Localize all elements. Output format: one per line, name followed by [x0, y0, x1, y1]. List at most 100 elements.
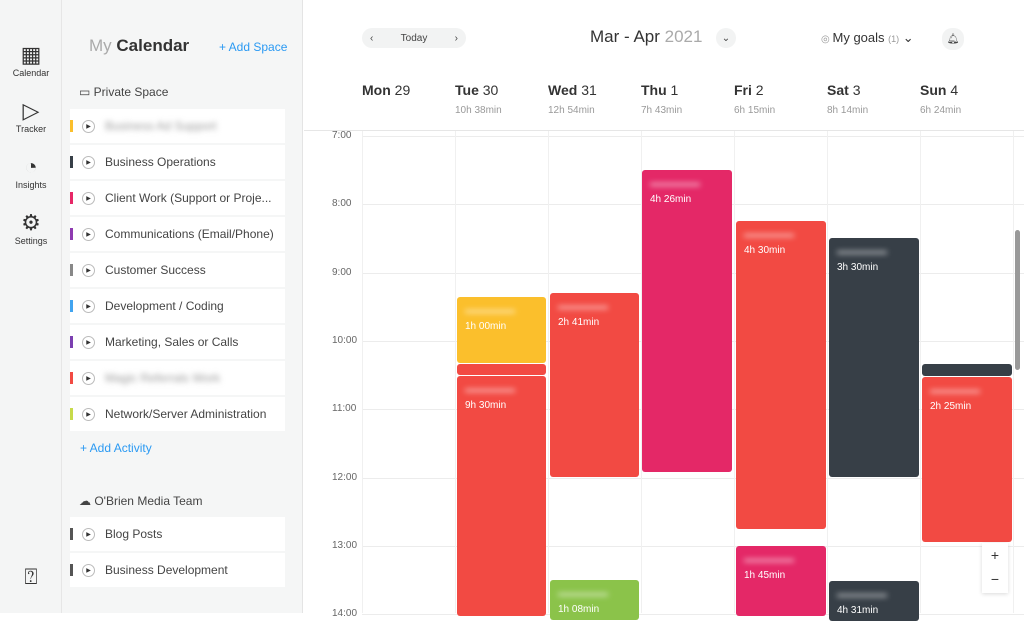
day-total: 12h 54min [548, 105, 595, 116]
day-column-line [641, 131, 642, 613]
hour-line [362, 136, 1024, 137]
day-total: 8h 14min [827, 105, 869, 116]
play-icon[interactable]: ▶ [82, 119, 95, 133]
color-marker [70, 192, 73, 204]
color-marker [70, 120, 73, 132]
event-block[interactable]: ▬▬▬▬▬ 1h 08min [550, 580, 639, 620]
event-block[interactable]: ▬▬▬▬▬ 4h 31min [829, 581, 919, 621]
activity-label: Business Development [105, 563, 228, 577]
my-goals-dropdown[interactable]: ◎ My goals (1) ⌄ [821, 30, 914, 45]
activity-label: Network/Server Administration [105, 407, 267, 421]
nav-calendar[interactable]: ▦ Calendar [0, 42, 62, 78]
color-marker [70, 336, 73, 348]
day-header: Thu 1 [641, 82, 679, 98]
color-marker [70, 300, 73, 312]
activity-label: Business Ad Support [105, 119, 217, 133]
hour-label: 12:00 [332, 471, 358, 483]
play-icon[interactable]: ▶ [82, 335, 95, 349]
nav-insights[interactable]: ◔ Insights [0, 154, 62, 190]
activity-item[interactable]: ▶ Business Development [70, 553, 285, 587]
activity-item[interactable]: ▶ Network/Server Administration [70, 397, 285, 431]
activity-item[interactable]: ▶ Communications (Email/Phone) [70, 217, 285, 251]
hour-label: 13:00 [332, 539, 358, 551]
hour-line [362, 477, 1024, 479]
play-icon[interactable]: ▶ [82, 155, 95, 169]
color-marker [70, 528, 73, 540]
month-dropdown-chevron-icon[interactable]: ⌄ [716, 28, 736, 48]
play-icon[interactable]: ▶ [82, 227, 95, 241]
activity-label: Business Operations [105, 155, 216, 169]
play-icon[interactable]: ▶ [82, 191, 95, 205]
event-block[interactable]: ▬▬▬▬▬ 9h 30min [457, 376, 546, 616]
color-marker [70, 156, 73, 168]
next-week-button[interactable]: › [454, 32, 458, 44]
play-icon[interactable]: ▶ [82, 299, 95, 313]
hour-label: 11:00 [332, 403, 357, 415]
day-header: Wed 31 [548, 82, 597, 98]
play-icon[interactable]: ▶ [82, 371, 95, 385]
month-title: Mar - Apr 2021 [590, 27, 703, 46]
activity-item[interactable]: ▶ Marketing, Sales or Calls [70, 325, 285, 359]
add-space-button[interactable]: + Add Space [219, 40, 288, 54]
cloud-icon: ☁ [79, 494, 95, 508]
day-column-line [1013, 131, 1014, 613]
hour-label: 10:00 [332, 334, 358, 346]
event-block[interactable] [457, 364, 546, 375]
day-header: Sat 3 [827, 82, 861, 98]
prev-week-button[interactable]: ‹ [370, 32, 374, 44]
day-header: Sun 4 [920, 82, 959, 98]
hour-label: 14:00 [332, 608, 358, 620]
activity-item[interactable]: ▶ Business Ad Support [70, 109, 285, 143]
activity-item[interactable]: ▶ Blog Posts [70, 517, 285, 551]
activity-label: Development / Coding [105, 299, 224, 313]
play-icon[interactable]: ▶ [82, 527, 95, 541]
add-activity-button[interactable]: + Add Activity [80, 441, 152, 455]
page-title: My Calendar [89, 36, 190, 55]
event-block[interactable] [922, 364, 1012, 376]
day-total: 6h 15min [734, 105, 776, 116]
color-marker [70, 408, 73, 420]
activity-item[interactable]: ▶ Customer Success [70, 253, 285, 287]
activity-label: Customer Success [105, 263, 206, 277]
activity-label: Client Work (Support or Proje... [105, 191, 272, 205]
play-icon[interactable]: ▶ [82, 407, 95, 421]
event-block[interactable]: ▬▬▬▬▬ 4h 26min [642, 170, 732, 472]
day-total: 7h 43min [641, 105, 683, 116]
activity-item[interactable]: ▶ Development / Coding [70, 289, 285, 323]
bell-icon[interactable]: 🔔︎ [942, 28, 964, 50]
help-chat-icon[interactable]: ⍰ [24, 564, 38, 589]
play-icon[interactable]: ▶ [82, 563, 95, 577]
event-block[interactable]: ▬▬▬▬▬ 1h 45min [736, 546, 826, 616]
target-icon: ◎ [821, 34, 833, 45]
activity-item[interactable]: ▶ Magic Referrals Work [70, 361, 285, 395]
color-marker [70, 372, 73, 384]
activity-item[interactable]: ▶ Business Operations [70, 145, 285, 179]
activity-item[interactable]: ▶ Client Work (Support or Proje... [70, 181, 285, 215]
event-block[interactable]: ▬▬▬▬▬ 2h 25min [922, 377, 1012, 542]
icon-rail: ▦ Calendar ▷ Tracker ◔ Insights ⚙ Settings ⍰ [0, 0, 62, 613]
event-block[interactable]: ▬▬▬▬▬ 1h 00min [457, 297, 546, 363]
activity-label: Blog Posts [105, 527, 163, 541]
private-space-header[interactable]: ▭ Private Space [79, 85, 169, 99]
team-space-header[interactable]: ☁ O'Brien Media Team [79, 494, 203, 508]
event-block[interactable]: ▬▬▬▬▬ 3h 30min [829, 238, 919, 477]
week-grid[interactable]: 14:00 13:00 12:00 11:00 10:00 9:00 8:00 7:00 ▬▬… [304, 130, 1024, 621]
day-header: Fri 2 [734, 82, 764, 98]
zoom-in-button[interactable]: + [990, 547, 1000, 563]
event-block[interactable]: ▬▬▬▬▬ 4h 30min [736, 221, 826, 529]
nav-settings[interactable]: ⚙ Settings [0, 210, 62, 246]
scrollbar[interactable] [1015, 230, 1020, 370]
play-icon[interactable]: ▶ [82, 263, 95, 277]
zoom-controls: + − [982, 543, 1008, 593]
day-total: 6h 24min [920, 105, 962, 116]
hour-label: 8:00 [332, 198, 352, 210]
today-button[interactable]: Today [400, 32, 428, 44]
day-column-line [362, 131, 363, 613]
nav-tracker[interactable]: ▷ Tracker [0, 98, 62, 134]
zoom-out-button[interactable]: − [990, 571, 1000, 587]
day-column-line [920, 131, 921, 613]
day-header: Mon 29 [362, 82, 411, 98]
color-marker [70, 264, 73, 276]
event-block[interactable]: ▬▬▬▬▬ 2h 41min [550, 293, 639, 477]
day-column-line [734, 131, 735, 613]
